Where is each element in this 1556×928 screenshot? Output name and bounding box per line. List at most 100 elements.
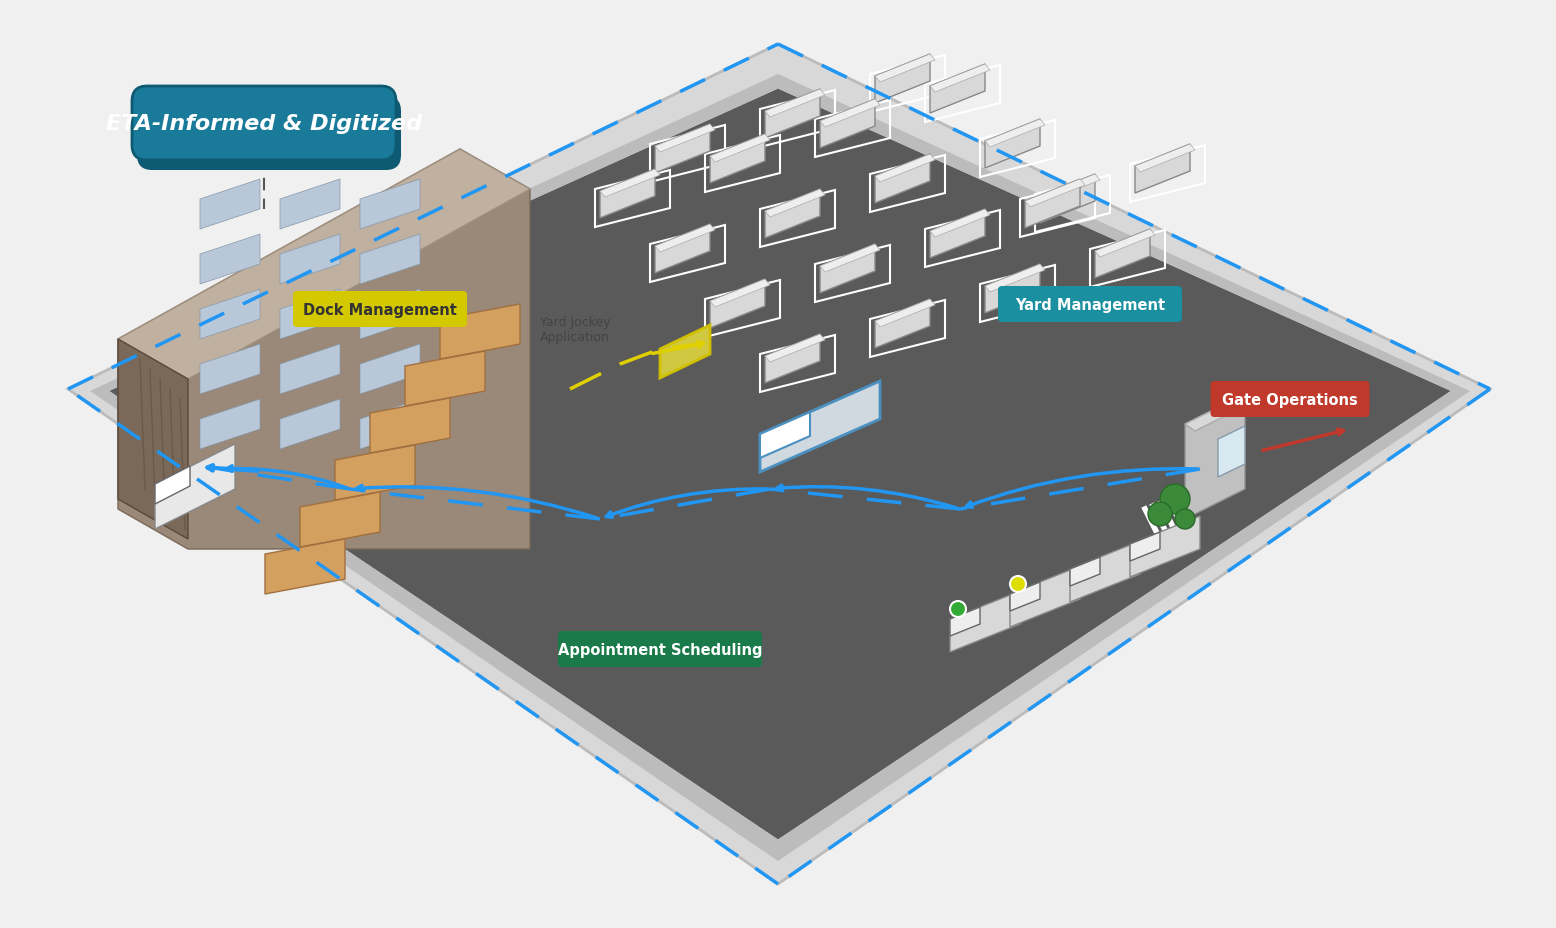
- Polygon shape: [280, 400, 341, 449]
- Polygon shape: [601, 170, 660, 198]
- Polygon shape: [1130, 517, 1200, 577]
- Polygon shape: [710, 135, 770, 162]
- Polygon shape: [201, 235, 260, 285]
- Polygon shape: [766, 190, 825, 218]
- Polygon shape: [874, 300, 935, 328]
- Polygon shape: [265, 539, 345, 594]
- Polygon shape: [710, 135, 766, 184]
- Polygon shape: [710, 279, 766, 329]
- FancyBboxPatch shape: [1211, 381, 1369, 418]
- Polygon shape: [118, 149, 531, 380]
- Polygon shape: [951, 591, 1021, 652]
- Polygon shape: [68, 45, 1491, 884]
- Polygon shape: [359, 235, 420, 285]
- Polygon shape: [874, 55, 930, 104]
- Polygon shape: [1010, 583, 1039, 612]
- Polygon shape: [1025, 180, 1080, 229]
- Polygon shape: [766, 335, 825, 363]
- Polygon shape: [985, 120, 1039, 169]
- FancyBboxPatch shape: [137, 97, 401, 171]
- Polygon shape: [1134, 145, 1195, 173]
- Polygon shape: [655, 125, 716, 153]
- Polygon shape: [1095, 230, 1155, 258]
- Polygon shape: [1218, 427, 1245, 478]
- Polygon shape: [1095, 230, 1150, 278]
- FancyBboxPatch shape: [293, 291, 467, 328]
- Polygon shape: [118, 340, 188, 539]
- Polygon shape: [90, 75, 1470, 861]
- Circle shape: [1175, 509, 1195, 530]
- Polygon shape: [359, 180, 420, 230]
- Polygon shape: [405, 352, 485, 406]
- Polygon shape: [156, 467, 190, 505]
- Polygon shape: [874, 300, 930, 349]
- Polygon shape: [930, 65, 985, 114]
- FancyBboxPatch shape: [132, 87, 395, 161]
- Polygon shape: [1010, 566, 1080, 627]
- Polygon shape: [766, 190, 820, 238]
- Polygon shape: [280, 290, 341, 340]
- FancyBboxPatch shape: [997, 287, 1183, 323]
- Circle shape: [1161, 484, 1190, 514]
- Polygon shape: [655, 125, 710, 174]
- Polygon shape: [156, 445, 235, 530]
- Polygon shape: [985, 264, 1046, 292]
- Polygon shape: [759, 413, 811, 458]
- Polygon shape: [201, 400, 260, 449]
- Polygon shape: [359, 400, 420, 449]
- Polygon shape: [1134, 145, 1190, 194]
- Polygon shape: [1071, 558, 1100, 586]
- Polygon shape: [766, 90, 820, 139]
- Polygon shape: [201, 180, 260, 230]
- Polygon shape: [1039, 174, 1100, 203]
- Polygon shape: [201, 344, 260, 394]
- Polygon shape: [370, 398, 450, 454]
- Polygon shape: [820, 245, 874, 293]
- Polygon shape: [759, 381, 881, 472]
- Polygon shape: [874, 155, 930, 204]
- Polygon shape: [820, 100, 881, 128]
- Text: Yard Management: Yard Management: [1015, 297, 1165, 312]
- Polygon shape: [1025, 180, 1085, 208]
- Polygon shape: [930, 210, 985, 259]
- Polygon shape: [820, 245, 881, 273]
- Polygon shape: [335, 445, 415, 500]
- Polygon shape: [820, 100, 874, 148]
- Text: Dock Management: Dock Management: [303, 303, 457, 317]
- Text: Appointment Scheduling: Appointment Scheduling: [557, 642, 762, 657]
- Polygon shape: [660, 326, 710, 379]
- Text: Yard Jockey
Application: Yard Jockey Application: [540, 316, 610, 343]
- Polygon shape: [930, 210, 990, 238]
- Polygon shape: [930, 65, 990, 93]
- Polygon shape: [1130, 533, 1161, 561]
- Circle shape: [951, 601, 966, 617]
- Polygon shape: [440, 304, 520, 360]
- Polygon shape: [601, 170, 655, 219]
- Polygon shape: [874, 155, 935, 183]
- Polygon shape: [655, 225, 710, 274]
- Polygon shape: [201, 290, 260, 340]
- Polygon shape: [280, 344, 341, 394]
- Polygon shape: [951, 607, 980, 637]
- Polygon shape: [1186, 394, 1245, 520]
- Text: ETA-Informed & Digitized: ETA-Informed & Digitized: [106, 114, 422, 134]
- Polygon shape: [1071, 541, 1141, 602]
- Polygon shape: [118, 149, 531, 549]
- Polygon shape: [359, 344, 420, 394]
- Polygon shape: [110, 90, 1450, 839]
- Circle shape: [1010, 576, 1025, 592]
- Polygon shape: [766, 335, 820, 383]
- Polygon shape: [300, 493, 380, 548]
- Circle shape: [1148, 502, 1172, 526]
- Polygon shape: [655, 225, 716, 252]
- Polygon shape: [1039, 174, 1095, 224]
- Polygon shape: [110, 90, 1450, 839]
- Text: Gate Operations: Gate Operations: [1221, 392, 1358, 407]
- Polygon shape: [710, 279, 770, 308]
- Polygon shape: [874, 55, 935, 83]
- FancyBboxPatch shape: [559, 631, 762, 667]
- Polygon shape: [1186, 394, 1256, 432]
- Polygon shape: [985, 120, 1046, 148]
- Polygon shape: [280, 235, 341, 285]
- Polygon shape: [280, 180, 341, 230]
